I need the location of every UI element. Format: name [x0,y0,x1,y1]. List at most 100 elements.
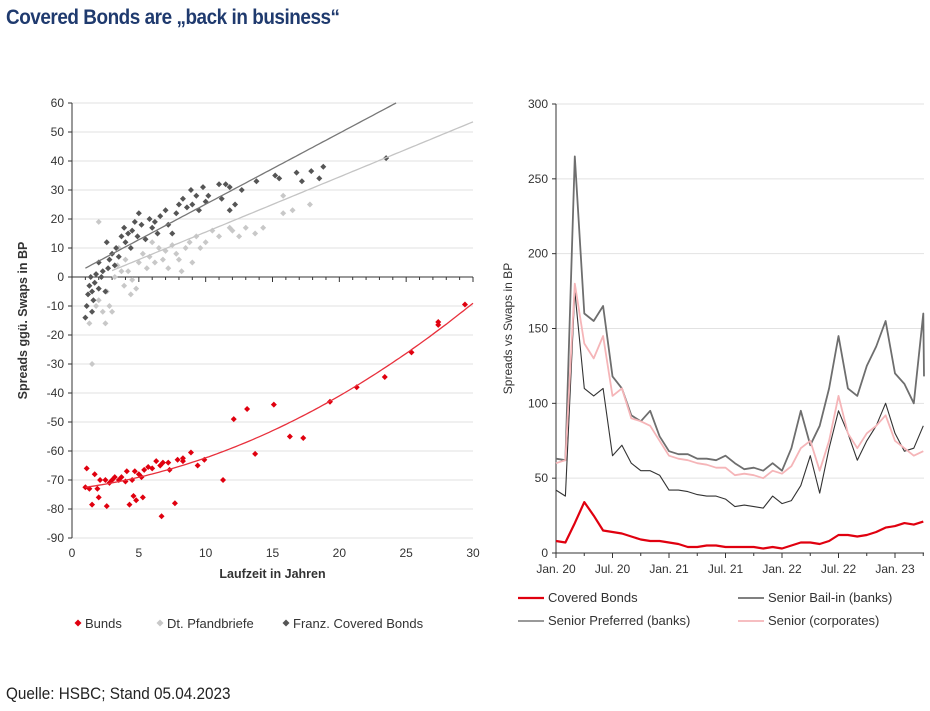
scatter-point-bunds [118,474,125,481]
scatter-point-pfand [260,224,267,231]
scatter-point-franz [103,239,110,246]
scatter-point-franz [293,169,300,176]
scatter-point-franz [193,192,200,199]
x-tick-label: 30 [466,546,480,560]
scatter-point-bunds [111,474,118,481]
scatter-point-franz [89,288,96,295]
scatter-point-pfand [175,256,182,263]
scatter-point-bunds [123,468,130,475]
legend-marker-pfand [156,619,164,627]
scatter-point-franz [146,216,153,222]
scatter-point-bunds [187,449,194,456]
scatter-point-pfand [242,224,249,231]
y-axis-title: Spreads ggü. Swaps in BP [16,242,30,400]
scatter-point-pfand [93,303,100,309]
scatter-point-pfand [146,253,153,260]
scatter-point-pfand [127,291,134,298]
scatter-point-pfand [109,308,116,315]
legend-label: Senior (corporates) [768,613,879,628]
scatter-point-franz [149,224,156,231]
scatter-point-franz [175,201,182,208]
y-tick-label: 150 [528,322,548,336]
scatter-point-franz [125,230,132,237]
scatter-point-franz [183,204,190,211]
y-tick-label: 20 [51,212,65,226]
x-tick-label: Jan. 20 [536,562,576,576]
x-tick-label: 10 [199,546,213,560]
scatter-point-bunds [171,500,178,507]
scatter-point-pfand [125,268,132,275]
series-line-bailin [555,155,925,472]
scatter-point-bunds [244,405,251,412]
scatter-point-pfand [289,207,296,214]
y-tick-label: 60 [51,96,65,110]
x-tick-label: 20 [333,546,347,560]
scatter-point-bunds [89,501,96,508]
scatter-point-bunds [435,321,442,328]
scatter-point-franz [102,288,109,295]
scatter-point-franz [99,268,106,275]
scatter-point-franz [173,210,180,217]
scatter-point-pfand [106,303,113,309]
scatter-point-bunds [174,456,181,463]
scatter-point-pfand [306,201,313,208]
y-tick-label: 200 [528,247,548,261]
scatter-point-franz [169,230,176,237]
scatter-point-pfand [155,245,162,251]
scatter-point-franz [82,314,89,321]
scatter-point-bunds [139,494,146,501]
source-note: Quelle: HSBC; Stand 05.04.2023 [6,684,231,703]
scatter-point-bunds [95,494,102,501]
y-tick-label: -30 [47,357,65,371]
scatter-point-pfand [151,259,158,266]
scatter-point-franz [253,178,260,185]
scatter-point-pfand [135,259,142,266]
x-tick-label: Jan. 23 [875,562,915,576]
legend-label: Dt. Pfandbriefe [167,616,254,631]
scatter-point-franz [106,256,113,263]
scatter-point-franz [83,303,90,309]
scatter-point-bunds [130,492,137,499]
scatter-point-pfand [99,308,106,315]
series-line-corporates [555,282,924,480]
scatter-point-franz [320,163,327,170]
scatter-point-franz [187,187,194,193]
legend-label: Bunds [85,616,122,631]
y-tick-label: 30 [51,183,65,197]
x-tick-label: 0 [69,546,76,560]
y-tick-label: 50 [51,125,65,139]
scatter-point-bunds [230,416,237,423]
scatter-point-pfand [165,265,172,272]
scatter-point-franz [86,282,93,289]
scatter-point-bunds [158,513,165,520]
scatter-point-pfand [202,239,209,246]
scatter-point-franz [142,236,149,243]
x-tick-label: Jan. 22 [762,562,802,576]
scatter-point-franz [91,279,98,286]
scatter-point-franz [216,181,223,188]
scatter-point-franz [179,195,186,202]
scatter-point-franz [205,192,212,199]
scatter-point-bunds [91,471,98,478]
scatter-point-bunds [153,458,160,465]
scatter-point-pfand [89,361,96,367]
y-tick-label: -10 [47,299,65,313]
scatter-point-franz [131,218,138,225]
scatter-point-franz [90,297,97,304]
scatter-point-pfand [102,320,109,327]
scatter-point-bunds [131,468,138,475]
y-tick-label: -20 [47,328,65,342]
scatter-point-bunds [300,434,307,441]
scatter-point-bunds [270,401,277,408]
scatter-point-pfand [186,239,193,246]
scatter-point-pfand [121,282,128,289]
scatter-point-franz [95,285,102,292]
x-axis-title: Laufzeit in Jahren [219,567,325,581]
series-line-covered [555,501,924,550]
scatter-point-pfand [129,276,136,283]
scatter-point-bunds [194,462,201,469]
scatter-point-bunds [94,485,101,492]
scatter-point-franz [199,184,206,191]
scatter-point-franz [111,262,118,269]
scatter-point-franz [151,218,158,225]
